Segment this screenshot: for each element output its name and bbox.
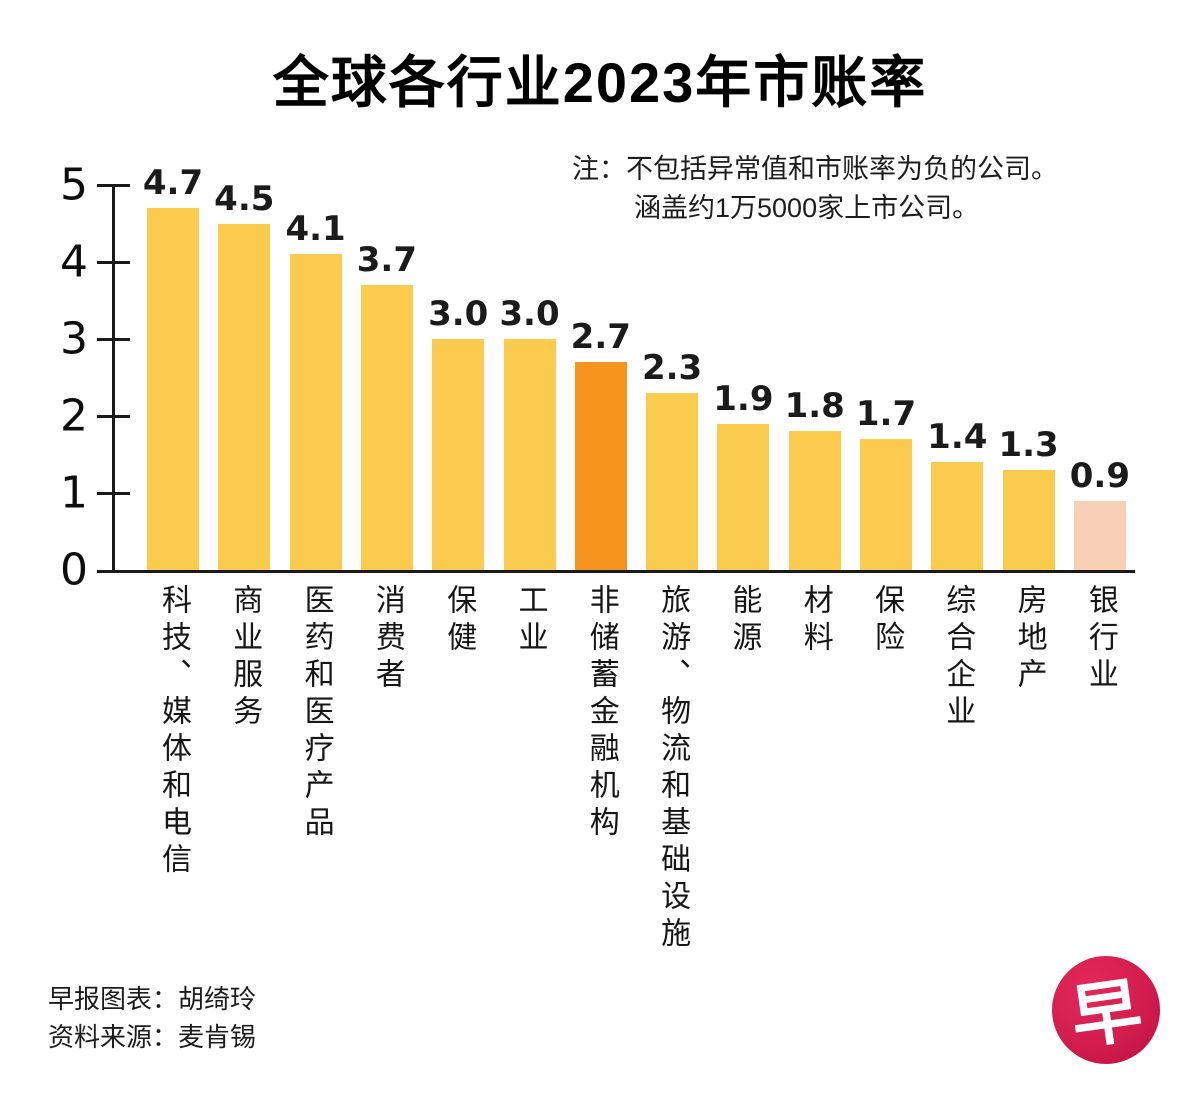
category-label-2: 医药和医疗产品: [299, 584, 333, 843]
y-tick-mark-4: [97, 261, 130, 264]
bar-10: [860, 439, 912, 570]
category-label-8: 能源: [727, 584, 761, 658]
credits-author: 早报图表：胡绮玲: [48, 984, 257, 1014]
chart-note: 注：不包括异常值和市账率为负的公司。 涵盖约1万5000家上市公司。: [572, 150, 1058, 228]
bar-9: [788, 431, 841, 570]
bar-value-label-12: 1.3: [998, 424, 1059, 465]
y-tick-label-3: 3: [60, 313, 88, 365]
bar-value-label-1: 4.5: [214, 178, 275, 219]
category-label-13: 银行业: [1083, 584, 1117, 695]
y-tick-mark-1: [97, 492, 130, 495]
bar-2: [289, 254, 342, 570]
category-label-11: 综合企业: [941, 584, 975, 732]
credits: 早报图表：胡绮玲 资料来源：麦肯锡: [48, 980, 256, 1056]
category-label-10: 保险: [870, 584, 903, 658]
bar-value-label-5: 3.0: [499, 294, 560, 334]
bar-value-label-13: 0.9: [1069, 455, 1130, 496]
credits-source: 资料来源：麦肯锡: [48, 1022, 257, 1052]
note-line-1: 注：不包括异常值和市账率为负的公司。: [572, 154, 1058, 184]
bar-1: [218, 223, 271, 570]
category-label-3: 消费者: [370, 584, 404, 695]
bar-value-label-3: 3.7: [356, 240, 417, 281]
category-label-1: 商业服务: [228, 584, 262, 732]
zaobao-logo: 早: [1052, 956, 1160, 1064]
bar-7: [646, 392, 699, 570]
y-tick-label-2: 2: [60, 390, 88, 442]
bar-value-label-6: 2.7: [570, 317, 631, 358]
category-label-0: 科技、媒体和电信: [157, 584, 190, 880]
bar-0: [147, 208, 199, 570]
note-line-2: 涵盖约1万5000家上市公司。: [634, 193, 980, 223]
y-tick-mark-5: [97, 184, 130, 187]
bar-value-label-2: 4.1: [285, 209, 346, 250]
chart-title: 全球各行业2023年市账率: [272, 51, 928, 114]
bar-8: [717, 423, 770, 570]
category-label-5: 工业: [513, 584, 547, 658]
category-label-12: 房地产: [1012, 584, 1046, 695]
y-tick-label-4: 4: [60, 236, 88, 288]
y-tick-mark-3: [97, 338, 130, 341]
x-axis-line: [97, 570, 1135, 573]
bar-value-label-11: 1.4: [927, 417, 988, 458]
bar-value-label-7: 2.3: [641, 347, 703, 388]
bar-value-label-0: 4.7: [142, 163, 204, 204]
bar-5: [503, 339, 556, 570]
bar-value-label-9: 1.8: [784, 386, 845, 427]
y-tick-mark-2: [97, 415, 130, 418]
category-label-7: 旅游、物流和基础设施: [656, 584, 690, 954]
y-axis-line: [112, 185, 115, 573]
bar-value-label-10: 1.7: [855, 394, 917, 435]
y-tick-label-1: 1: [60, 467, 88, 519]
bar-13: [1073, 500, 1126, 570]
category-label-6: 非储蓄金融机构: [584, 584, 618, 843]
category-label-4: 保健: [442, 584, 476, 658]
bar-12: [1002, 469, 1055, 570]
bar-4: [432, 339, 485, 570]
bar-11: [931, 462, 984, 570]
bar-6: [574, 362, 627, 570]
bar-3: [360, 285, 413, 570]
category-label-9: 材料: [798, 584, 832, 658]
y-tick-label-5: 5: [60, 159, 88, 211]
y-tick-label-0: 0: [60, 544, 88, 596]
bar-value-label-4: 3.0: [428, 294, 489, 334]
zaobao-logo-glyph: 早: [1065, 967, 1147, 1059]
bar-value-label-8: 1.9: [713, 378, 774, 419]
